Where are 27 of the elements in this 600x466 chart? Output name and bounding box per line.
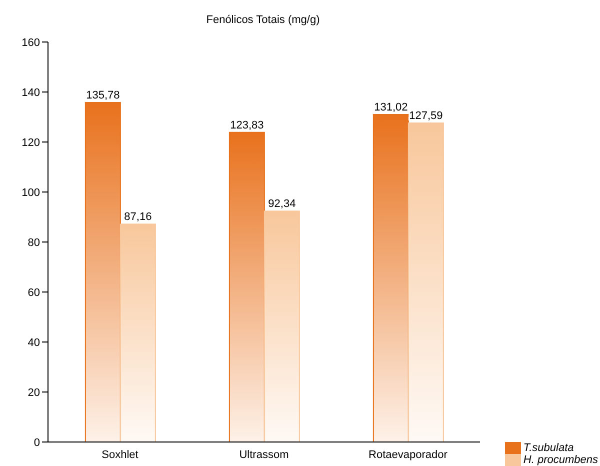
y-tick-label: 80: [28, 236, 40, 249]
y-tick-label: 100: [22, 186, 40, 199]
x-tick-label: Soxhlet: [102, 448, 138, 461]
data-label: 87,16: [124, 211, 152, 224]
y-tick-label: 20: [28, 386, 40, 399]
x-tick-label: Rotaevaporador: [368, 448, 448, 461]
bar: [408, 122, 444, 442]
data-label: 135,78: [86, 90, 120, 102]
bar: [120, 224, 156, 442]
data-label: 123,83: [230, 119, 264, 132]
bar: [228, 132, 265, 442]
chart-title: Fenólicos Totais (mg/g): [205, 14, 321, 26]
data-label: 131,02: [374, 101, 408, 114]
x-tick-label: Ultrassom: [239, 448, 289, 461]
data-label: 127,59: [409, 110, 443, 122]
y-tick-label: 160: [22, 36, 40, 49]
y-tick-label: 40: [28, 336, 40, 349]
y-tick-label: 0: [34, 436, 40, 449]
y-tick-label: 60: [28, 286, 40, 299]
legend-label: H. procumbens: [523, 454, 598, 466]
y-tick-label: 120: [22, 136, 40, 149]
legend-label: T.subulata: [523, 442, 574, 454]
data-label: 92,34: [268, 198, 296, 210]
y-tick-label: 140: [22, 86, 40, 99]
bar: [264, 210, 300, 442]
bar: [372, 114, 409, 442]
bar: [84, 102, 121, 442]
